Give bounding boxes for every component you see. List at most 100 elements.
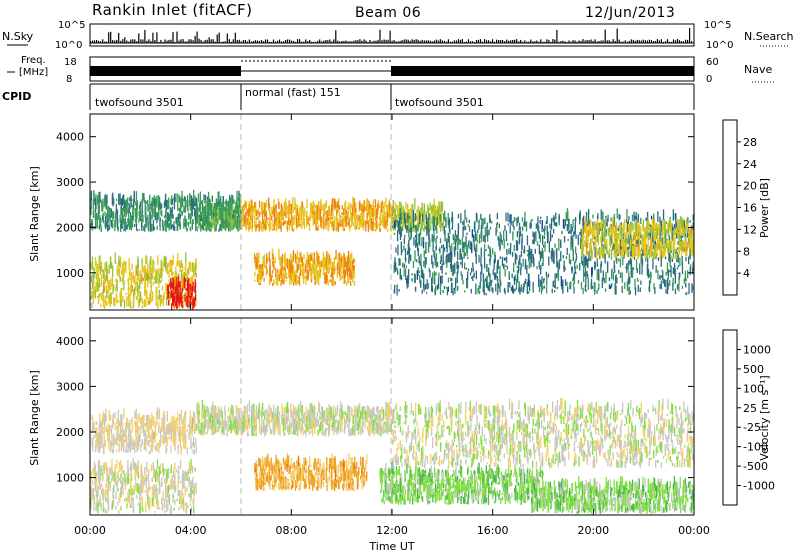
power-cell [496, 263, 499, 274]
nsky-bar [295, 41, 297, 43]
power-cell [115, 210, 117, 219]
power-cell [506, 251, 508, 256]
power-cell [680, 219, 683, 228]
power-cell [683, 221, 685, 224]
power-cell [531, 218, 533, 221]
power-cell [630, 229, 632, 233]
power-cell [332, 275, 334, 285]
power-cell [400, 214, 402, 220]
power-cell [271, 206, 273, 216]
power-cell [686, 272, 689, 276]
power-cell [236, 202, 239, 214]
power-cell [626, 248, 628, 255]
power-cell [171, 270, 173, 277]
power-cell [228, 199, 231, 212]
power-cell [532, 239, 534, 245]
power-cell [319, 206, 321, 212]
nsky-bar [566, 42, 568, 43]
power-cell [106, 269, 108, 281]
power-cell [192, 219, 194, 224]
power-cell [417, 242, 419, 252]
power-cell [441, 244, 443, 249]
power-cell [513, 276, 515, 281]
nsky-bar [194, 35, 196, 43]
power-cell [556, 260, 558, 268]
power-cell [440, 275, 442, 286]
power-cell [494, 254, 496, 263]
power-cell [400, 202, 402, 214]
power-cell [539, 251, 542, 262]
power-cell [642, 219, 645, 231]
power-cell [154, 206, 157, 215]
power-cell [301, 256, 303, 268]
power-cell [238, 228, 240, 232]
nsky-bar [283, 41, 285, 43]
nsky-bar [323, 40, 325, 43]
power-cell [521, 239, 523, 250]
power-cell [692, 214, 694, 221]
power-cell [511, 285, 514, 292]
power-cell [506, 256, 508, 264]
power-cell [554, 284, 556, 288]
power-cell [120, 219, 122, 225]
power-cell [639, 287, 641, 292]
power-cell [625, 218, 628, 223]
power-cell [211, 195, 213, 202]
nsearch-tick-high: 10^5 [704, 20, 731, 31]
power-cell [427, 207, 429, 214]
power-cell [448, 223, 451, 232]
power-cell [153, 208, 155, 218]
power-cell [298, 280, 301, 286]
nsky-bar [429, 40, 431, 43]
power-cell [486, 224, 488, 237]
power-cell [340, 259, 342, 262]
power-cell [122, 273, 124, 285]
power-cell [172, 283, 174, 288]
power-cell [281, 254, 284, 264]
power-cell [472, 234, 475, 243]
power-cell [254, 226, 256, 232]
nsky-bar [220, 41, 222, 43]
nsky-bar [666, 39, 669, 43]
power-cell [647, 272, 649, 276]
power-cell [291, 275, 293, 278]
power-cell [620, 249, 622, 255]
power-cell [318, 273, 320, 280]
power-cell [191, 275, 193, 282]
power-cell [572, 282, 575, 287]
power-cell [133, 292, 135, 299]
power-cell [91, 303, 93, 308]
power-cell [306, 251, 309, 263]
power-ylabel: Slant Range [km] [28, 166, 41, 262]
power-cell [92, 273, 94, 282]
power-cell [554, 243, 556, 248]
power-cell [399, 232, 402, 240]
nsky-bar [148, 39, 150, 43]
power-cell [160, 280, 162, 283]
power-cell [692, 240, 694, 252]
power-cell [652, 242, 654, 246]
power-cell [106, 194, 108, 205]
power-cell [669, 251, 671, 263]
power-cell [410, 227, 412, 239]
power-cell [329, 214, 331, 221]
nsky-bar [542, 41, 544, 43]
power-cell [432, 216, 434, 228]
power-cell [394, 284, 396, 294]
power-cell [691, 248, 694, 254]
nsky-bar [471, 41, 474, 43]
power-ytick-label: 3000 [56, 176, 84, 189]
power-cell [479, 281, 481, 289]
power-cell [146, 256, 148, 265]
power-cell [244, 200, 246, 209]
power-cell [170, 277, 172, 290]
power-cell [130, 202, 132, 208]
nsky-bar [190, 39, 192, 43]
power-cell [482, 273, 485, 278]
power-cell [165, 200, 167, 212]
power-cell [180, 290, 183, 296]
power-cell [245, 212, 247, 216]
nsky-bar [656, 39, 658, 43]
nsky-bar [544, 41, 546, 43]
power-cell [317, 224, 320, 230]
